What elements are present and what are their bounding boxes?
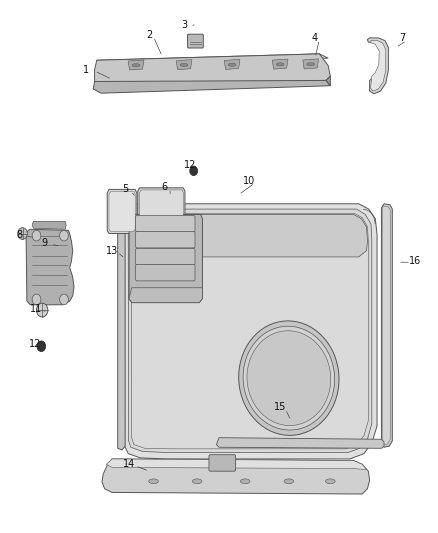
Polygon shape xyxy=(128,209,372,453)
Text: 3: 3 xyxy=(181,20,187,30)
Text: 5: 5 xyxy=(122,184,128,195)
Polygon shape xyxy=(129,288,202,303)
Circle shape xyxy=(36,303,48,317)
Text: 9: 9 xyxy=(41,238,47,247)
Ellipse shape xyxy=(239,321,339,435)
Polygon shape xyxy=(109,191,135,231)
FancyBboxPatch shape xyxy=(136,215,195,232)
Text: 1: 1 xyxy=(83,65,89,75)
Ellipse shape xyxy=(240,479,250,483)
Polygon shape xyxy=(97,54,328,66)
Text: 4: 4 xyxy=(312,33,318,43)
Polygon shape xyxy=(26,229,74,305)
Polygon shape xyxy=(95,54,330,86)
Circle shape xyxy=(18,228,27,239)
Polygon shape xyxy=(128,60,144,70)
Polygon shape xyxy=(381,204,392,447)
Ellipse shape xyxy=(247,331,331,425)
Ellipse shape xyxy=(325,479,335,483)
Circle shape xyxy=(37,341,46,352)
Polygon shape xyxy=(138,188,185,236)
Text: 12: 12 xyxy=(184,160,197,171)
Polygon shape xyxy=(130,214,367,257)
Ellipse shape xyxy=(284,479,293,483)
FancyBboxPatch shape xyxy=(136,248,195,265)
Text: 12: 12 xyxy=(29,338,42,349)
Polygon shape xyxy=(140,190,183,233)
Text: 7: 7 xyxy=(399,33,406,43)
Polygon shape xyxy=(224,59,240,69)
Circle shape xyxy=(190,166,198,175)
Text: 10: 10 xyxy=(244,176,256,187)
Text: 14: 14 xyxy=(124,459,136,469)
Polygon shape xyxy=(129,214,202,303)
Polygon shape xyxy=(382,206,390,445)
Polygon shape xyxy=(106,459,367,470)
Text: 2: 2 xyxy=(146,30,152,41)
Text: 8: 8 xyxy=(16,230,22,240)
Polygon shape xyxy=(326,76,330,86)
Polygon shape xyxy=(32,221,66,229)
Text: 13: 13 xyxy=(106,246,118,255)
Circle shape xyxy=(32,230,41,241)
Circle shape xyxy=(32,294,41,305)
Polygon shape xyxy=(102,459,370,494)
Polygon shape xyxy=(124,204,377,459)
Ellipse shape xyxy=(307,62,314,66)
Ellipse shape xyxy=(192,479,202,483)
Text: 16: 16 xyxy=(410,256,422,266)
Polygon shape xyxy=(216,438,384,448)
Ellipse shape xyxy=(276,63,284,66)
Text: 15: 15 xyxy=(274,402,286,413)
Ellipse shape xyxy=(228,63,236,66)
Ellipse shape xyxy=(149,479,158,483)
FancyBboxPatch shape xyxy=(209,455,236,471)
Ellipse shape xyxy=(180,63,188,67)
Polygon shape xyxy=(132,213,368,449)
Polygon shape xyxy=(367,38,389,94)
Polygon shape xyxy=(107,189,137,233)
Polygon shape xyxy=(303,59,318,69)
Polygon shape xyxy=(272,59,288,69)
Polygon shape xyxy=(371,41,386,91)
Circle shape xyxy=(60,294,68,305)
Circle shape xyxy=(60,230,68,241)
Polygon shape xyxy=(176,60,192,70)
Text: 11: 11 xyxy=(29,304,42,314)
Polygon shape xyxy=(118,216,125,450)
Ellipse shape xyxy=(243,326,335,430)
Polygon shape xyxy=(93,80,330,93)
FancyBboxPatch shape xyxy=(136,264,195,281)
Ellipse shape xyxy=(132,63,140,67)
FancyBboxPatch shape xyxy=(136,231,195,248)
FancyBboxPatch shape xyxy=(187,34,203,48)
Text: 6: 6 xyxy=(161,182,167,192)
